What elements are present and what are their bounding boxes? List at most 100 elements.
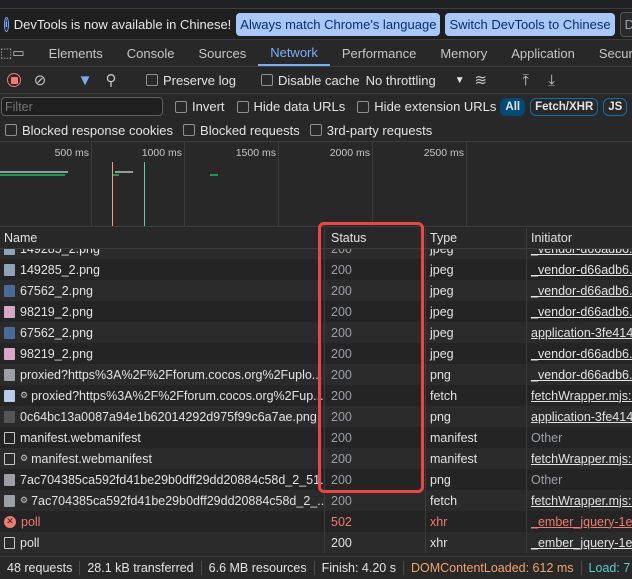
request-name: manifest.webmanifest [20, 430, 141, 445]
table-row[interactable]: 67562_2.png 200 jpeg application-3fe414f [0, 322, 632, 343]
table-row[interactable]: ⚙ manifest.webmanifest 200 manifest fetch… [0, 448, 632, 469]
table-row[interactable]: 98219_2.png 200 jpeg _vendor-d66adb6... [0, 301, 632, 322]
initiator-link[interactable]: _vendor-d66adb6... [531, 367, 632, 382]
table-row[interactable]: 149285_2.png 200 jpeg _vendor-d66adb6... [0, 259, 632, 280]
initiator-link[interactable]: _ember_jquery-1ec [531, 514, 632, 529]
column-status[interactable]: Status [325, 228, 426, 248]
invert-checkbox[interactable]: Invert [175, 99, 225, 114]
initiator-link[interactable]: _vendor-d66adb6... [531, 304, 632, 319]
hide-extension-urls-checkbox[interactable]: Hide extension URLs [357, 99, 496, 114]
filter-fetch-xhr[interactable]: Fetch/XHR [530, 97, 599, 116]
blocked-requests-label: Blocked requests [200, 122, 300, 138]
column-initiator[interactable]: Initiator [531, 231, 572, 245]
load-marker [144, 162, 145, 226]
cell-initiator[interactable]: _vendor-d66adb6... [527, 280, 632, 301]
initiator-link[interactable]: fetchWrapper.mjs:1 [531, 451, 632, 466]
filter-icon[interactable]: ▼ [77, 71, 93, 89]
table-row[interactable]: proxied?https%3A%2F%2Fforum.cocos.org%2F… [0, 364, 632, 385]
table-header: Name Status Type Initiator [0, 228, 632, 249]
throttling-value: No throttling [365, 72, 436, 88]
table-body: 149285_2.png 200 jpeg _vendor-d66adb6...… [0, 238, 632, 553]
cell-initiator[interactable]: _ember_jquery-1ec [527, 532, 632, 553]
dom-content-loaded-time: DOMContentLoaded: 612 ms [404, 561, 582, 575]
tab-console[interactable]: Console [126, 45, 175, 61]
blocked-requests-checkbox[interactable]: Blocked requests [183, 123, 300, 138]
clear-icon[interactable]: ⊘ [33, 72, 47, 89]
preserve-log-checkbox[interactable]: Preserve log [146, 73, 236, 88]
dont-show-button[interactable]: Don't [619, 11, 632, 37]
network-conditions-icon[interactable]: ≋ [474, 72, 487, 89]
table-row[interactable]: poll 200 xhr _ember_jquery-1ec [0, 532, 632, 553]
initiator-link[interactable]: _vendor-d66adb6... [531, 346, 632, 361]
table-row[interactable]: 7ac704385ca592fd41be29b0dff29dd20884c58d… [0, 469, 632, 490]
cell-type: xhr [426, 532, 527, 553]
initiator-link[interactable]: _vendor-d66adb6... [531, 262, 632, 277]
cell-name: 7ac704385ca592fd41be29b0dff29dd20884c58d… [0, 469, 325, 490]
table-row[interactable]: ⚙ proxied?https%3A%2F%2Fforum.cocos.org%2… [0, 385, 632, 406]
cell-initiator[interactable]: fetchWrapper.mjs:1 [527, 385, 632, 406]
tab-security[interactable]: Secur [598, 45, 632, 61]
blocked-cookies-checkbox[interactable]: Blocked response cookies [5, 123, 173, 138]
request-name: 7ac704385ca592fd41be29b0dff29dd20884c58d… [31, 493, 325, 508]
resources-size: 6.6 MB resources [202, 561, 315, 575]
tab-network[interactable]: Network [258, 40, 330, 66]
initiator-link[interactable]: fetchWrapper.mjs:1 [531, 493, 632, 508]
cell-initiator[interactable]: fetchWrapper.mjs:1 [527, 448, 632, 469]
cell-name: ⚙ 7ac704385ca592fd41be29b0dff29dd20884c58… [0, 490, 325, 511]
export-har-icon[interactable]: ⤓ [548, 71, 555, 89]
switch-chinese-button[interactable]: Switch DevTools to Chinese [445, 12, 615, 36]
filter-input[interactable] [1, 97, 163, 116]
hide-data-urls-checkbox[interactable]: Hide data URLs [236, 99, 345, 114]
initiator-link[interactable]: _ember_jquery-1ec [531, 535, 632, 550]
filter-js[interactable]: JS [603, 97, 628, 116]
cell-initiator[interactable]: _ember_jquery-1ec [527, 511, 632, 532]
cell-status: 200 [325, 280, 426, 301]
table-row[interactable]: ⚙ 7ac704385ca592fd41be29b0dff29dd20884c58… [0, 490, 632, 511]
column-name[interactable]: Name [0, 228, 325, 248]
cell-initiator[interactable]: application-3fe414f [527, 322, 632, 343]
throttling-select[interactable]: No throttling ▼ [366, 73, 465, 88]
initiator-link[interactable]: application-3fe414f [531, 325, 632, 340]
search-icon[interactable]: ⚲ [105, 72, 117, 89]
cell-initiator[interactable]: _vendor-d66adb6... [527, 364, 632, 385]
device-toolbar-icon[interactable]: ▭ [12, 45, 25, 60]
tab-application[interactable]: Application [511, 45, 575, 61]
table-row[interactable]: 67562_2.png 200 jpeg _vendor-d66adb6... [0, 280, 632, 301]
table-row[interactable]: 98219_2.png 200 jpeg _vendor-d66adb6... [0, 343, 632, 364]
cell-type: jpeg [426, 280, 527, 301]
request-name: 0c64bc13a0087a94e1b62014292d975f99c6a7ae… [20, 409, 317, 424]
cell-name: proxied?https%3A%2F%2Fforum.cocos.org%2F… [0, 364, 325, 385]
overview-timeline[interactable]: 500 ms 1000 ms 1500 ms 2000 ms 2500 ms [0, 142, 632, 227]
initiator-link[interactable]: fetchWrapper.mjs:1 [531, 388, 632, 403]
cell-status: 200 [325, 406, 426, 427]
initiator-link[interactable]: application-3fe414f [531, 409, 632, 424]
tab-performance[interactable]: Performance [341, 45, 417, 61]
tab-sources[interactable]: Sources [198, 45, 247, 61]
tab-memory[interactable]: Memory [440, 45, 488, 61]
tab-elements[interactable]: Elements [48, 45, 103, 61]
cell-type: png [426, 364, 527, 385]
record-icon[interactable] [4, 73, 24, 87]
table-row[interactable]: ✕ poll 502 xhr _ember_jquery-1ec [0, 511, 632, 532]
match-language-button[interactable]: Always match Chrome's language [236, 12, 441, 36]
inspect-element-icon[interactable]: ⬚ [0, 45, 13, 60]
cell-initiator[interactable]: _vendor-d66adb6... [527, 259, 632, 280]
initiator-link[interactable]: _vendor-d66adb6... [531, 283, 632, 298]
cell-status: 200 [325, 448, 426, 469]
cell-name: poll [0, 532, 325, 553]
disable-cache-checkbox[interactable]: Disable cache [260, 73, 360, 88]
cell-initiator[interactable]: _vendor-d66adb6... [527, 343, 632, 364]
column-type[interactable]: Type [426, 228, 527, 248]
table-row[interactable]: 0c64bc13a0087a94e1b62014292d975f99c6a7ae… [0, 406, 632, 427]
cell-initiator[interactable]: fetchWrapper.mjs:1 [527, 490, 632, 511]
request-name: poll [21, 514, 41, 529]
table-row[interactable]: manifest.webmanifest 200 manifest Other [0, 427, 632, 448]
cell-initiator[interactable]: application-3fe414f [527, 406, 632, 427]
grid-line [372, 142, 373, 226]
filter-all[interactable]: All [500, 97, 526, 116]
import-har-icon[interactable]: ⤒ [522, 71, 529, 89]
error-icon: ✕ [4, 515, 16, 528]
cell-initiator[interactable]: _vendor-d66adb6... [527, 301, 632, 322]
third-party-checkbox[interactable]: 3rd-party requests [309, 123, 432, 138]
request-bar [0, 171, 68, 173]
